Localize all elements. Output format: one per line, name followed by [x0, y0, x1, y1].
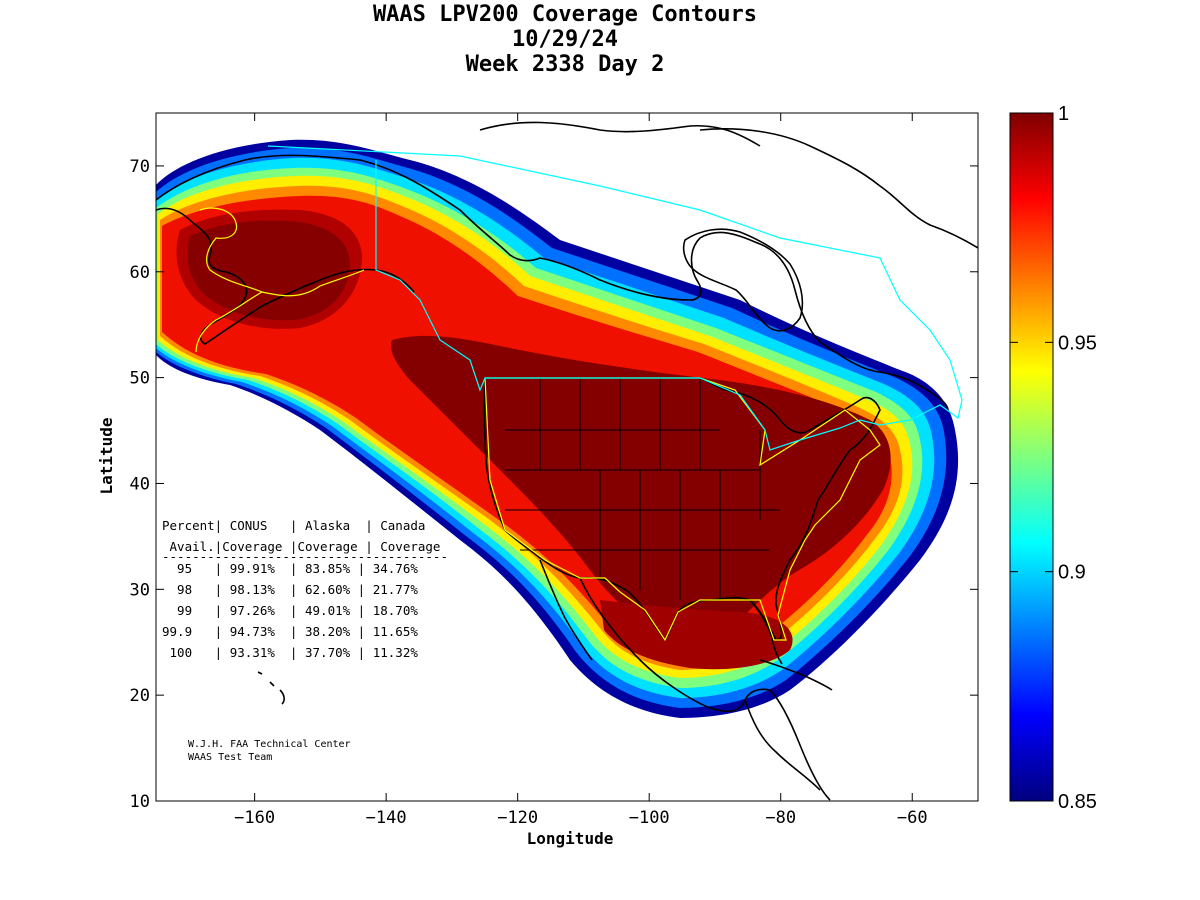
y-tick-label: 50 — [130, 369, 150, 389]
colorbar-ticks: 1 0.95 0.9 0.85 — [1010, 103, 1097, 813]
stats-row: 99.9 | 94.73% | 38.20% | 11.65% — [162, 624, 418, 639]
colorbar — [1010, 113, 1053, 801]
colorbar-tick-label: 0.9 — [1058, 562, 1086, 584]
coastline-layer — [156, 121, 978, 801]
chart-date: 10/29/24 — [512, 27, 618, 52]
plot-frame — [155, 112, 979, 802]
contour-core-gulf — [600, 600, 793, 670]
north-america-coastline — [156, 154, 949, 411]
arctic-islands-outline — [479, 121, 761, 147]
contour-core-conus — [390, 335, 891, 642]
stats-row: 98 | 98.13% | 62.60% | 21.77% — [162, 582, 418, 597]
mexico-outline — [579, 577, 831, 801]
y-axis: 10 20 30 40 50 60 70 — [130, 157, 978, 812]
y-tick-label: 40 — [130, 474, 150, 494]
credit-line-2: WAAS Test Team — [188, 752, 272, 763]
baja-outline — [539, 559, 593, 661]
cuba-outline — [759, 659, 833, 691]
greenland-outline — [699, 127, 978, 249]
colorbar-tick-label: 0.95 — [1058, 332, 1097, 354]
hudson-bay-outline — [682, 228, 804, 332]
y-tick-label: 70 — [130, 157, 150, 177]
alaska-region-boundary — [195, 207, 365, 353]
florida-outline — [749, 599, 783, 665]
stats-row: 95 | 99.91% | 83.85% | 34.76% — [162, 561, 418, 576]
conus-region-boundary — [484, 377, 881, 642]
stats-header-2: Avail.|Coverage |Coverage | Coverage — [162, 539, 440, 554]
x-tick-label: −160 — [234, 808, 275, 828]
x-tick-label: −140 — [366, 808, 407, 828]
stats-divider: -------------------------------------- — [162, 549, 448, 564]
y-tick-label: 30 — [130, 580, 150, 600]
us-state-borders — [505, 378, 780, 600]
stats-row: 100 | 93.31% | 37.70% | 11.32% — [162, 645, 418, 660]
y-axis-label: Latitude — [97, 417, 116, 494]
coverage-contour-layer — [156, 139, 959, 719]
colorbar-tick-label: 1 — [1058, 103, 1069, 125]
colorbar-tick-label: 0.85 — [1058, 791, 1097, 813]
y-tick-label: 20 — [130, 686, 150, 706]
y-tick-label: 10 — [130, 792, 150, 812]
y-tick-label: 60 — [130, 263, 150, 283]
x-axis: −160 −140 −120 −100 −80 −60 — [234, 113, 928, 828]
chart-title: WAAS LPV200 Coverage Contours — [372, 2, 758, 27]
credit-line-1: W.J.H. FAA Technical Center — [188, 739, 351, 750]
stats-header-1: Percent| CONUS | Alaska | Canada — [162, 518, 425, 533]
credit-block: W.J.H. FAA Technical Center WAAS Test Te… — [188, 739, 351, 763]
x-tick-label: −100 — [629, 808, 670, 828]
colorbar-frame — [1009, 112, 1054, 802]
x-tick-label: −80 — [765, 808, 796, 828]
x-tick-label: −120 — [497, 808, 538, 828]
x-tick-label: −60 — [897, 808, 928, 828]
contour-core — [187, 220, 350, 321]
stats-row: 99 | 97.26% | 49.01% | 18.70% — [162, 603, 418, 618]
region-boundaries — [195, 145, 963, 642]
hawaii-outline — [257, 671, 285, 705]
canada-region-boundary — [267, 145, 963, 451]
chart-week-day: Week 2338 Day 2 — [465, 52, 665, 77]
x-axis-label: Longitude — [527, 829, 614, 848]
coverage-stats-table: Percent| CONUS | Alaska | Canada Avail.|… — [162, 518, 448, 660]
central-america-outline — [744, 699, 821, 791]
